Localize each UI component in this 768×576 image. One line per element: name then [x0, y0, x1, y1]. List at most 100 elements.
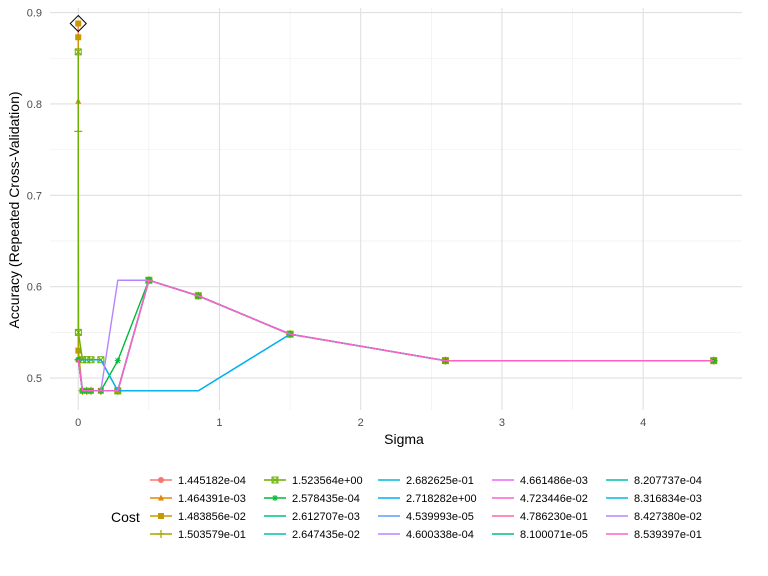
series-8.316834e-03: [77, 279, 714, 392]
series-8.207737e-04: [77, 279, 714, 392]
series-1.483856e-02: [75, 34, 717, 394]
legend-label: 1.503579e-01: [178, 529, 246, 541]
series-line: [77, 279, 714, 392]
x-tick-label: 1: [216, 417, 222, 429]
y-tick-label: 0.7: [27, 190, 42, 202]
x-axis-ticks: 0 1 2 3 4: [75, 417, 646, 429]
series-line: [77, 279, 714, 392]
legend-item: 2.647435e-02: [264, 529, 360, 541]
legend-label: 1.445182e-04: [178, 475, 246, 487]
data-point: [114, 357, 121, 364]
y-tick-label: 0.5: [27, 373, 42, 385]
data-point: [75, 20, 82, 27]
series-8.427380e-02: [77, 279, 714, 392]
legend-label: 8.316834e-03: [634, 493, 702, 505]
legend-title: Cost: [111, 509, 140, 525]
legend-item: 8.100071e-05: [492, 529, 588, 541]
data-point: [158, 477, 164, 483]
series-4.723446e-02: [77, 279, 714, 392]
series-line: [77, 279, 714, 392]
y-axis-label: Accuracy (Repeated Cross-Validation): [6, 91, 22, 328]
x-tick-label: 2: [358, 417, 364, 429]
data-point: [158, 513, 164, 519]
legend-item: 4.661486e-03: [492, 475, 588, 487]
data-point: [158, 494, 164, 501]
series-2.647435e-02: [77, 279, 714, 392]
series-line: [77, 51, 714, 392]
series-line: [77, 279, 714, 392]
series-4.600338e-04: [77, 279, 714, 392]
y-tick-label: 0.6: [27, 282, 42, 294]
legend-label: 2.682625e-01: [406, 475, 474, 487]
legend-label: 1.464391e-03: [178, 493, 246, 505]
y-axis-ticks: 0.5 0.6 0.7 0.8 0.9: [27, 8, 42, 385]
series-4.539993e-05: [77, 279, 714, 392]
series-2.578435e-04: [75, 277, 717, 394]
series-2.682625e-01: [77, 333, 714, 392]
legend-label: 2.612707e-03: [292, 511, 360, 523]
data-point: [272, 495, 278, 501]
legend-label: 8.207737e-04: [634, 475, 702, 487]
series-line: [77, 279, 714, 392]
data-point: [74, 48, 82, 56]
legend-label: 1.523564e+00: [292, 475, 363, 487]
series-line: [77, 279, 714, 392]
series-line: [77, 279, 714, 392]
series-line: [77, 37, 714, 392]
legend-item: 8.316834e-03: [606, 493, 702, 505]
legend-item: 2.718282e+00: [378, 493, 477, 505]
best-point-layer: [69, 14, 87, 33]
legend-label: 1.483856e-02: [178, 511, 246, 523]
series-1.445182e-04: [75, 20, 717, 394]
series-line: [77, 279, 714, 392]
series-line: [77, 23, 714, 392]
legend-item: 1.483856e-02: [150, 511, 246, 523]
series-line: [77, 279, 714, 392]
data-point: [271, 476, 279, 484]
series-8.100071e-05: [77, 279, 714, 392]
y-tick-label: 0.8: [27, 99, 42, 111]
series-layer: [74, 20, 718, 395]
legend-item: 1.445182e-04: [150, 475, 246, 487]
legend: Cost 1.445182e-04 1.464391e-03 1.483856e-0…: [111, 475, 702, 541]
series-line: [77, 279, 714, 392]
legend-label: 4.786230e-01: [520, 511, 588, 523]
series-line: [77, 333, 714, 392]
legend-item: 2.682625e-01: [378, 475, 474, 487]
legend-item: 1.503579e-01: [150, 529, 246, 541]
series-line: [77, 279, 714, 392]
series-line: [77, 279, 714, 392]
series-1.503579e-01: [74, 127, 718, 395]
series-1.464391e-03: [75, 97, 717, 394]
series-1.523564e+00: [74, 48, 718, 395]
legend-label: 2.647435e-02: [292, 529, 360, 541]
legend-label: 8.427380e-02: [634, 511, 702, 523]
x-tick-label: 3: [499, 417, 505, 429]
legend-item: 4.723446e-02: [492, 493, 588, 505]
best-point-marker: [69, 14, 87, 33]
x-axis-label: Sigma: [384, 431, 424, 447]
series-line: [78, 333, 714, 392]
x-tick-label: 4: [640, 417, 646, 429]
legend-item: 2.578435e-04: [264, 493, 360, 505]
legend-label: 8.100071e-05: [520, 529, 588, 541]
legend-label: 2.578435e-04: [292, 493, 360, 505]
legend-label: 4.600338e-04: [406, 529, 474, 541]
legend-item: 2.612707e-03: [264, 511, 360, 523]
legend-label: 8.539397e-01: [634, 529, 702, 541]
series-2.718282e+00: [78, 333, 714, 392]
series-4.661486e-03: [77, 279, 714, 392]
legend-item: 4.600338e-04: [378, 529, 474, 541]
legend-item: 4.539993e-05: [378, 511, 474, 523]
legend-item: 8.427380e-02: [606, 511, 702, 523]
legend-label: 4.661486e-03: [520, 475, 588, 487]
series-line: [77, 279, 714, 392]
legend-item: 1.464391e-03: [150, 493, 246, 505]
series-8.539397e-01: [77, 279, 714, 392]
legend-item: 8.539397e-01: [606, 529, 702, 541]
data-point: [75, 34, 82, 41]
series-line: [77, 101, 714, 392]
legend-item: 1.523564e+00: [264, 475, 363, 487]
legend-item: 4.786230e-01: [492, 511, 588, 523]
